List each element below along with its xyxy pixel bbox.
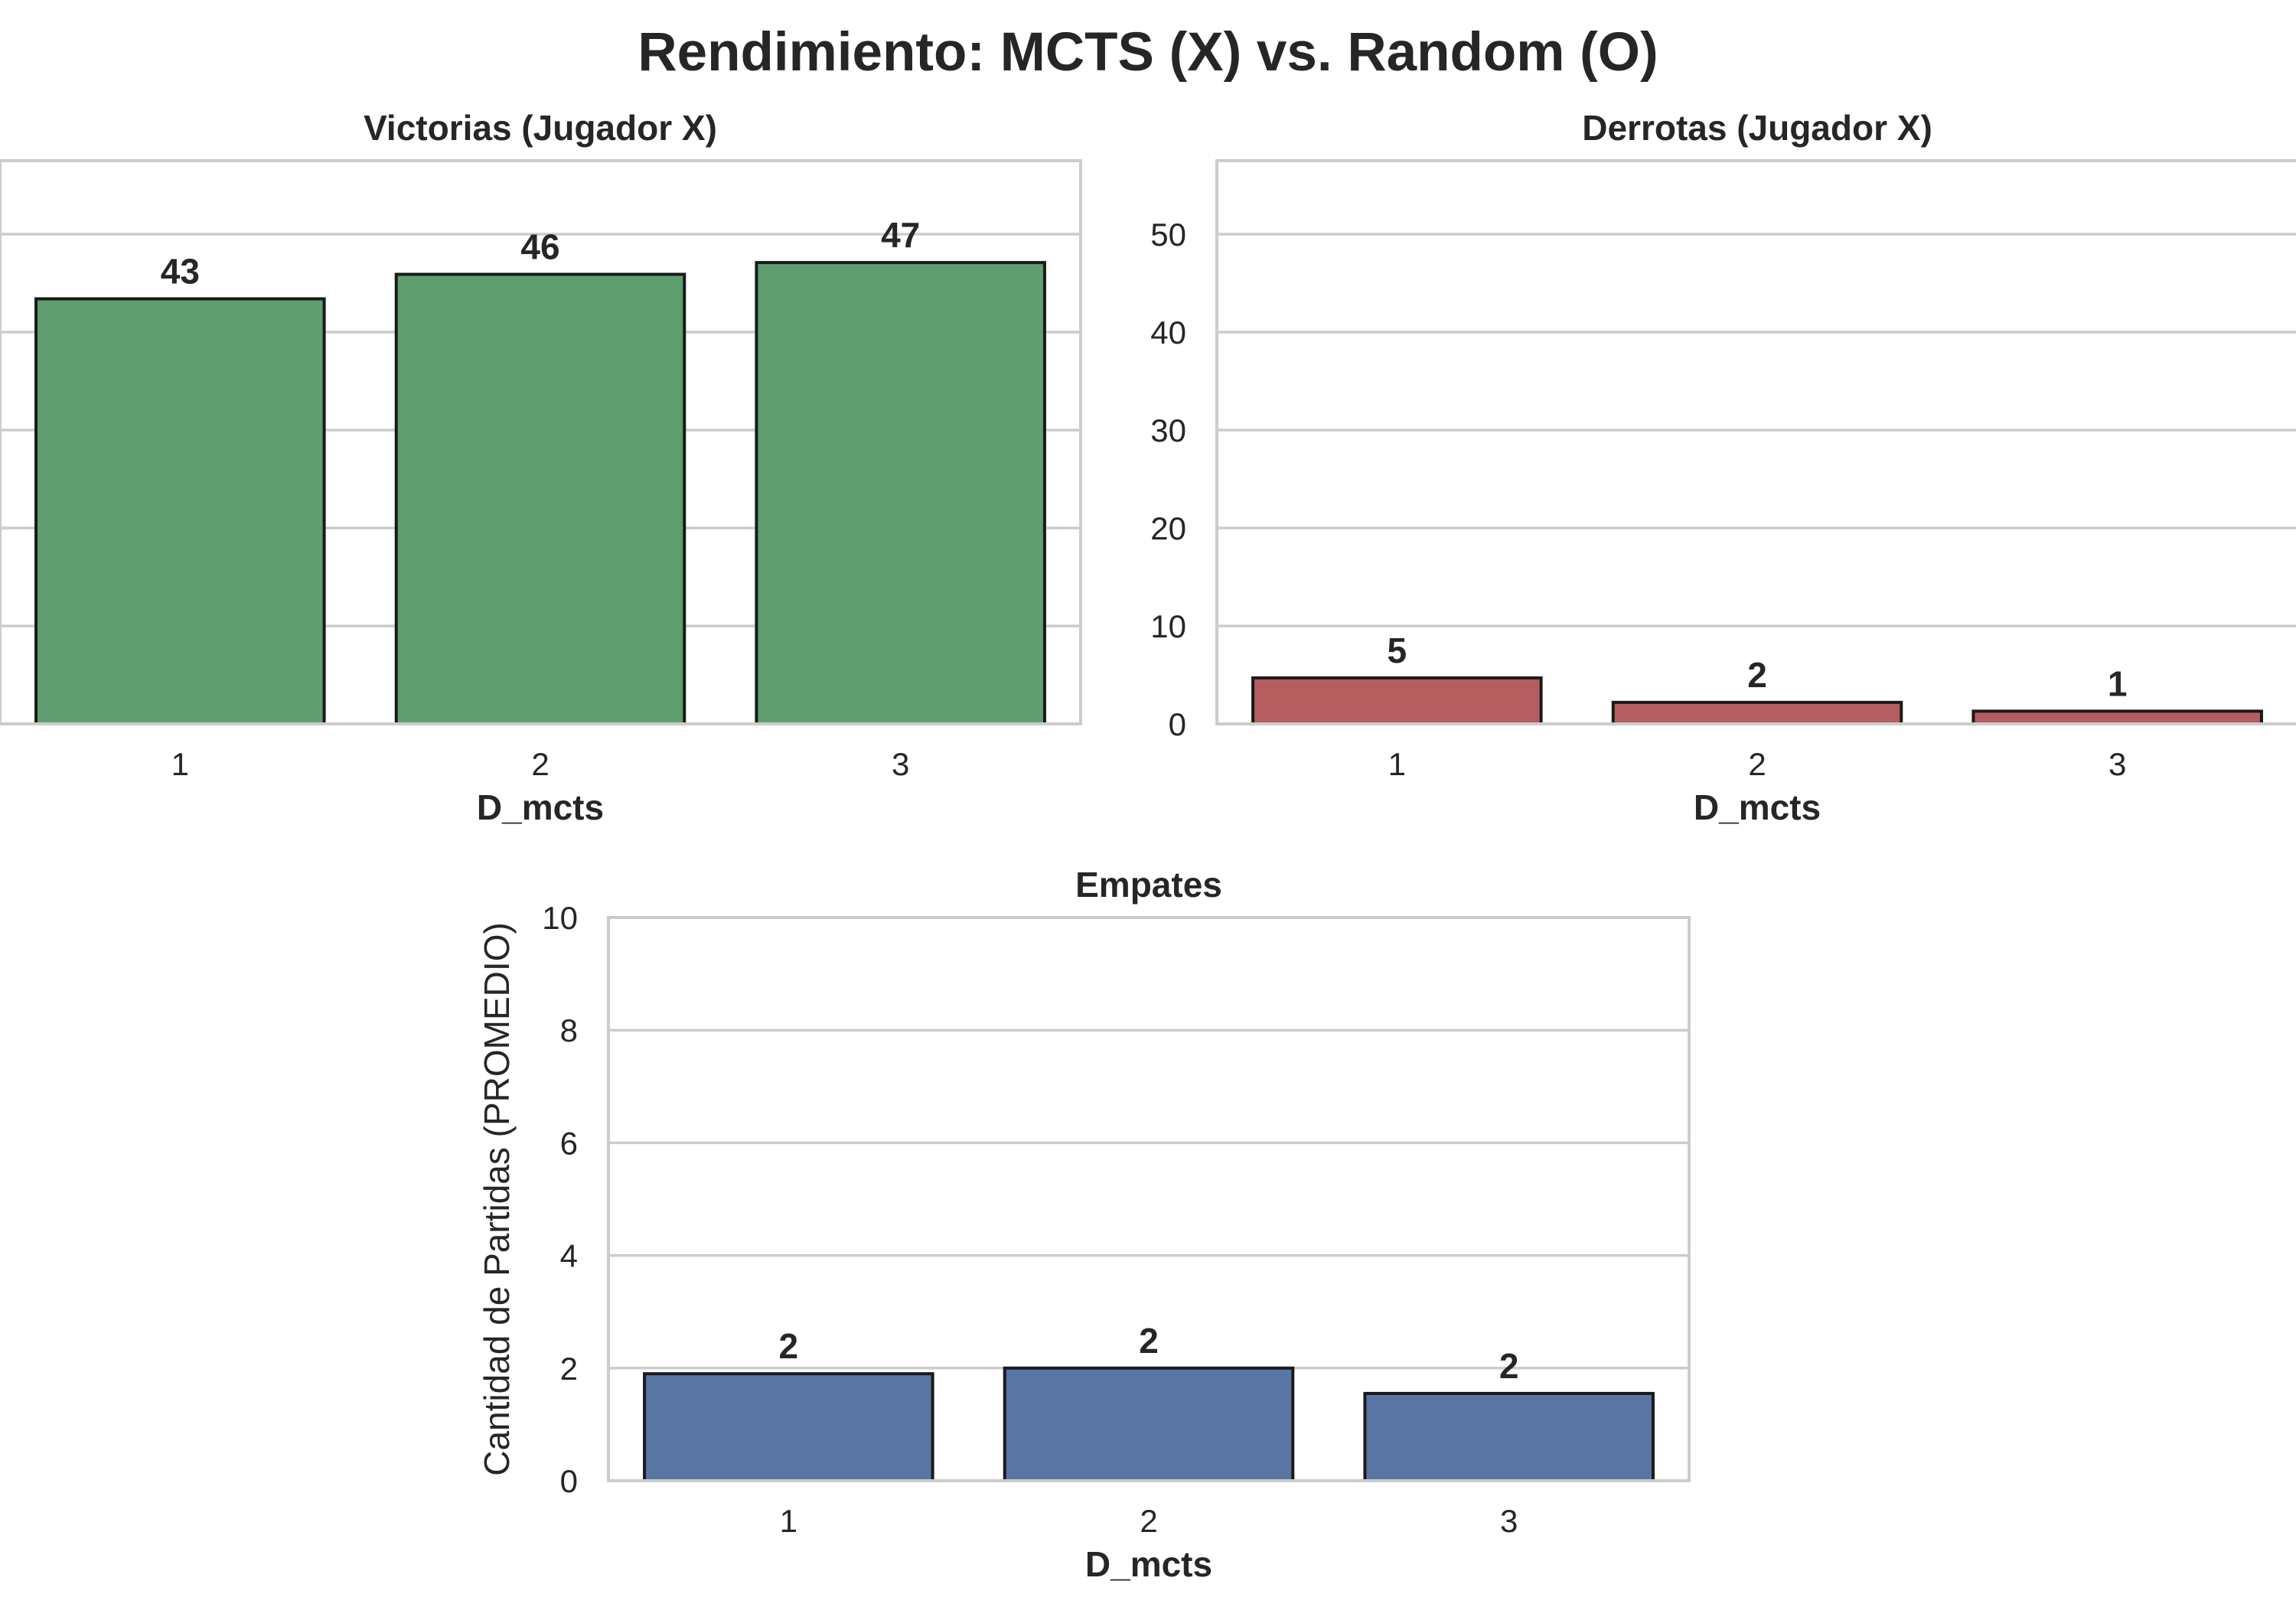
x-tick-label: 2	[531, 746, 549, 782]
bar-value-label: 2	[1499, 1346, 1519, 1386]
bar-value-label: 1	[2108, 663, 2128, 703]
axes-frame	[1215, 159, 2296, 725]
panel-title: Victorias (Jugador X)	[364, 108, 717, 148]
y-tick-label: 50	[1150, 217, 1186, 253]
x-axis-label: D_mcts	[477, 787, 604, 827]
x-tick-label: 2	[1748, 746, 1766, 782]
y-tick-label: 6	[560, 1125, 578, 1161]
bar	[643, 1372, 934, 1483]
bar-value-label: 5	[1388, 631, 1407, 670]
x-tick-label: 3	[1500, 1503, 1518, 1539]
y-tick-label: 30	[1150, 412, 1186, 448]
panel-title: Empates	[1075, 865, 1222, 905]
y-tick-label: 10	[1150, 608, 1186, 644]
y-tick-label: 0	[560, 1463, 578, 1499]
x-tick-label: 3	[892, 746, 909, 782]
bar	[755, 261, 1046, 725]
figure-title: Rendimiento: MCTS (X) vs. Random (O)	[638, 22, 1658, 83]
y-tick-label: 10	[542, 900, 578, 936]
x-tick-label: 1	[171, 746, 189, 782]
bar	[34, 297, 326, 726]
axes-frame	[607, 916, 1691, 1482]
bar-value-label: 43	[161, 251, 200, 291]
y-tick-label: 40	[1150, 315, 1186, 350]
chart-panel-1: 43 1 46 2 47 3 Victorias (Jugador X) D_mcts	[0, 108, 1082, 827]
panel-title: Derrotas (Jugador X)	[1582, 108, 1932, 148]
y-tick-label: 8	[560, 1012, 578, 1048]
x-tick-label: 1	[1388, 746, 1406, 782]
y-tick-label: 0	[1169, 706, 1186, 742]
bar	[1971, 709, 2263, 725]
x-tick-label: 3	[2108, 746, 2126, 782]
x-tick-label: 1	[780, 1503, 797, 1539]
y-axis-label: Cantidad de Partidas (PROMEDIO)	[477, 922, 517, 1476]
x-axis-label: D_mcts	[1085, 1544, 1212, 1584]
bar	[394, 272, 687, 726]
x-axis-label: D_mcts	[1694, 787, 1821, 827]
bar-value-label: 46	[520, 227, 559, 266]
bar	[1003, 1366, 1295, 1483]
axes-frame	[0, 159, 1082, 725]
chart-panel-3: 2 1 2 2 2 3 0 2 4 6 8 10 Empates D_mcts Cantidad de Pa…	[477, 865, 1691, 1584]
bar-value-label: 2	[779, 1326, 799, 1366]
bar-value-label: 47	[881, 215, 920, 255]
bar-value-label: 2	[1139, 1321, 1159, 1361]
bar	[1251, 676, 1543, 726]
y-tick-label: 4	[560, 1238, 578, 1274]
x-tick-label: 2	[1140, 1503, 1157, 1539]
y-tick-label: 2	[560, 1351, 578, 1387]
bar-value-label: 2	[1747, 655, 1767, 695]
y-tick-label: 20	[1150, 510, 1186, 546]
bar	[1611, 700, 1903, 726]
bar	[1363, 1391, 1655, 1483]
